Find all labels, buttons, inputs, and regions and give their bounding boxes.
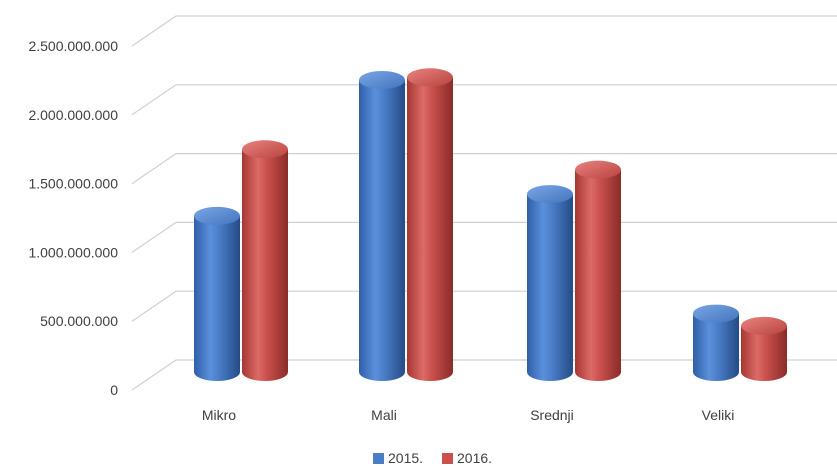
bar-body [194, 215, 240, 381]
bar [575, 160, 621, 381]
legend: 2015. 2016. [373, 450, 492, 466]
bar-body [527, 194, 573, 381]
legend-label: 2016. [457, 450, 492, 466]
bar [242, 140, 288, 381]
x-axis: Mikro Mali Srednji Veliki [202, 407, 734, 423]
legend-item: 2015. [373, 450, 423, 466]
x-tick-label: Srednji [530, 407, 574, 423]
bar-body [693, 313, 739, 381]
bars [194, 68, 787, 381]
y-tick-label: 0 [110, 382, 118, 398]
bar-body [359, 80, 405, 381]
x-tick-label: Mikro [202, 407, 236, 423]
legend-swatch [442, 453, 453, 464]
gridline [131, 84, 837, 116]
bar-body [242, 149, 288, 381]
bar [407, 68, 453, 381]
bar-body [407, 77, 453, 381]
y-tick-label: 1.000.000.000 [28, 244, 118, 260]
legend-item: 2016. [442, 450, 492, 466]
y-tick-label: 1.500.000.000 [28, 176, 118, 192]
bar [194, 206, 240, 381]
bar [741, 316, 787, 381]
bar [359, 71, 405, 381]
gridline [131, 153, 837, 185]
bar-top [242, 140, 288, 159]
y-tick-label: 500.000.000 [40, 313, 118, 329]
bar-body [741, 325, 787, 381]
legend-swatch [373, 453, 384, 464]
legend-label: 2015. [388, 450, 423, 466]
bar-top [194, 206, 240, 225]
y-tick-label: 2.500.000.000 [28, 38, 118, 54]
gridline [131, 15, 837, 47]
bar-top [527, 185, 573, 204]
bar-top [741, 316, 787, 335]
x-tick-label: Veliki [702, 407, 735, 423]
bar [527, 185, 573, 381]
bar-body [575, 169, 621, 381]
bar-top [407, 68, 453, 87]
y-axis: 0 500.000.000 1.000.000.000 1.500.000.000 2.… [28, 38, 118, 398]
y-tick-label: 2.000.000.000 [28, 107, 118, 123]
bar [693, 304, 739, 381]
bar-top [359, 71, 405, 89]
bar-top [575, 160, 621, 179]
x-tick-label: Mali [371, 407, 397, 423]
bar-top [693, 304, 739, 323]
